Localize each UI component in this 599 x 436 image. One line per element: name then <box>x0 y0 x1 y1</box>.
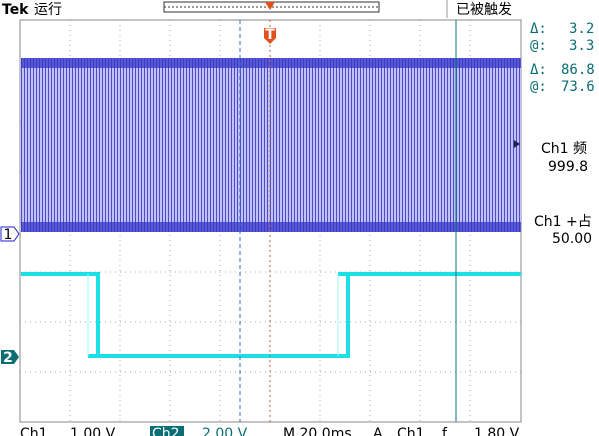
ch2-waveform <box>21 272 521 358</box>
ch1-high-edge <box>21 58 521 68</box>
readout-value: 3.3 <box>569 38 594 54</box>
run-status: 运行 <box>34 2 62 18</box>
trigger-source: Ch1 <box>397 426 425 436</box>
trigger-pointer <box>265 2 275 10</box>
ch2-marker: 2 <box>1 350 19 366</box>
measurements: Ch1 频 999.8 Ch1 +占 50.00 <box>534 141 592 247</box>
measurement-label: Ch1 频 <box>541 141 587 157</box>
readout-label: @: <box>530 79 547 95</box>
readout-label: Δ: <box>530 62 547 78</box>
measurement-value: 50.00 <box>552 231 592 247</box>
ch2-label: Ch2 <box>152 426 180 436</box>
ch1-label: Ch1 <box>20 426 48 436</box>
ch2-marker-label: 2 <box>3 350 13 366</box>
trigger-marker-label: T <box>265 27 275 43</box>
ch1-low-edge <box>21 222 521 232</box>
ch1-marker-shape <box>0 226 20 242</box>
trigger-marker: T <box>264 2 276 44</box>
cursor-readouts: Δ: 3.2 @: 3.3 Δ: 86.8 @: 73.6 <box>530 21 595 95</box>
trigger-state: 已被触发 <box>456 2 512 18</box>
timebase: M 20.0ms <box>283 426 352 436</box>
level-marker <box>514 140 520 148</box>
trigger-marker-shape <box>264 28 276 44</box>
readout-value: 3.2 <box>569 21 594 37</box>
readout-label: @: <box>530 38 547 54</box>
footer: Ch1 1.00 V Ch2 2.00 V M 20.0ms A Ch1 ƒ 1… <box>20 426 520 436</box>
readout-value: 86.8 <box>561 62 595 78</box>
trigger-level: 1.80 V <box>474 426 520 436</box>
brand: Tek <box>2 2 29 18</box>
measurement-value: 999.8 <box>548 159 588 175</box>
ch1-marker-label: 1 <box>4 227 13 243</box>
trigger-slope: ƒ <box>441 426 448 436</box>
ch2-marker-shape <box>1 350 19 364</box>
trigger-mode: A <box>373 426 383 436</box>
ch1-scale: 1.00 V <box>70 426 116 436</box>
readout-label: Δ: <box>530 21 547 37</box>
ch2-scale: 2.00 V <box>202 426 248 436</box>
top-bar: Tek 运行 已被触发 <box>2 0 512 18</box>
ch1-marker: 1 <box>0 226 20 243</box>
readout-value: 73.6 <box>561 79 595 95</box>
ch1-waveform <box>21 58 521 232</box>
ch2-badge <box>150 426 184 436</box>
measurement-label: Ch1 +占 <box>534 214 592 230</box>
